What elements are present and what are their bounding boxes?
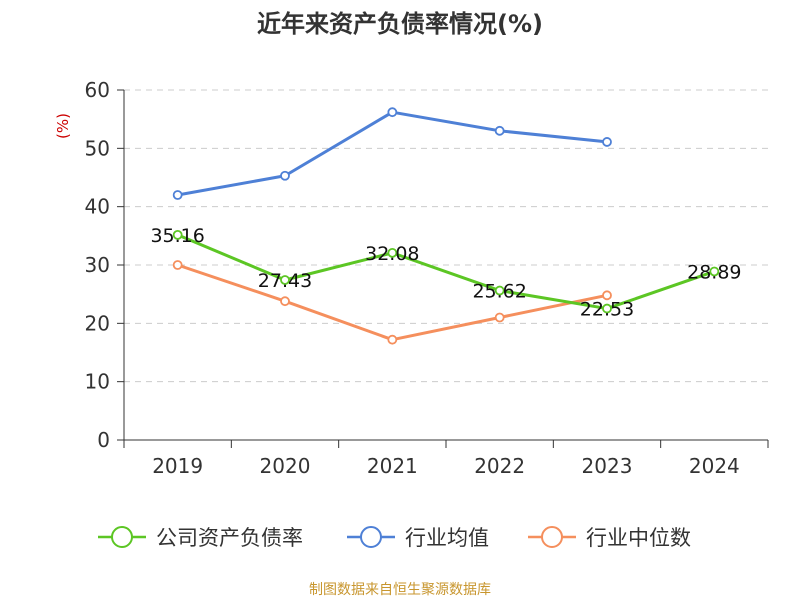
series-0 — [172, 229, 720, 314]
series-lines — [172, 107, 720, 345]
data-point — [602, 303, 612, 314]
legend-item-2: 行业中位数 — [528, 526, 691, 550]
series-line — [177, 110, 608, 197]
y-tick-label: 50 — [85, 136, 110, 160]
data-point — [602, 290, 612, 301]
y-tick-label: 10 — [85, 370, 110, 394]
data-labels: 35.16 27.43 32.08 25.62 22.53 28.89 — [150, 225, 741, 321]
data-point — [387, 247, 398, 258]
legend: 公司资产负债率 行业均值 行业中位数 — [98, 526, 691, 550]
y-tick-label: 20 — [85, 311, 110, 335]
series-line — [177, 263, 608, 342]
data-point — [602, 137, 612, 147]
grid-lines — [124, 89, 768, 383]
data-point — [494, 312, 505, 323]
chart-title: 近年来资产负债率情况(%) — [257, 10, 543, 38]
legend-item-1: 行业均值 — [347, 526, 489, 550]
legend-item-0: 公司资产负债率 — [98, 526, 303, 550]
legend-label: 公司资产负债率 — [156, 526, 303, 550]
data-point — [172, 190, 183, 200]
source-note: 制图数据来自恒生聚源数据库 — [309, 582, 491, 598]
y-axis-label: (%) — [54, 113, 72, 139]
data-point — [709, 266, 720, 277]
y-tick-label: 40 — [85, 195, 110, 219]
y-tick-label: 30 — [85, 253, 110, 277]
data-point — [280, 170, 290, 181]
x-tick-label: 2024 — [689, 454, 740, 478]
x-tick-label: 2023 — [582, 454, 633, 478]
data-point — [494, 285, 505, 296]
legend-marker — [541, 526, 563, 548]
axes: 0 10 20 30 40 50 60 2019 2020 2021 2022 2023 2024 — [85, 78, 769, 478]
series-1 — [172, 107, 612, 200]
legend-label: 行业中位数 — [586, 526, 691, 550]
data-label: 32.08 — [365, 243, 419, 265]
data-label: 22.53 — [580, 299, 634, 321]
legend-marker — [111, 526, 133, 548]
y-tick-label: 0 — [97, 428, 110, 452]
data-point — [387, 107, 398, 118]
legend-label: 行业均值 — [405, 526, 489, 550]
data-point — [172, 260, 183, 270]
data-point — [494, 125, 505, 136]
data-label: 27.43 — [258, 270, 312, 292]
data-point — [172, 229, 183, 240]
data-point — [280, 296, 290, 307]
data-label: 28.89 — [687, 261, 741, 283]
y-tick-label: 60 — [85, 78, 110, 102]
x-tick-label: 2022 — [474, 454, 525, 478]
x-tick-label: 2019 — [152, 454, 203, 478]
data-point — [387, 334, 398, 345]
series-2 — [172, 260, 612, 345]
x-tick-label: 2020 — [260, 454, 311, 478]
data-label: 35.16 — [150, 225, 204, 247]
data-point — [280, 275, 290, 285]
x-tick-label: 2021 — [367, 454, 418, 478]
series-line — [177, 233, 715, 311]
data-label: 25.62 — [472, 281, 526, 303]
legend-marker — [360, 526, 382, 548]
